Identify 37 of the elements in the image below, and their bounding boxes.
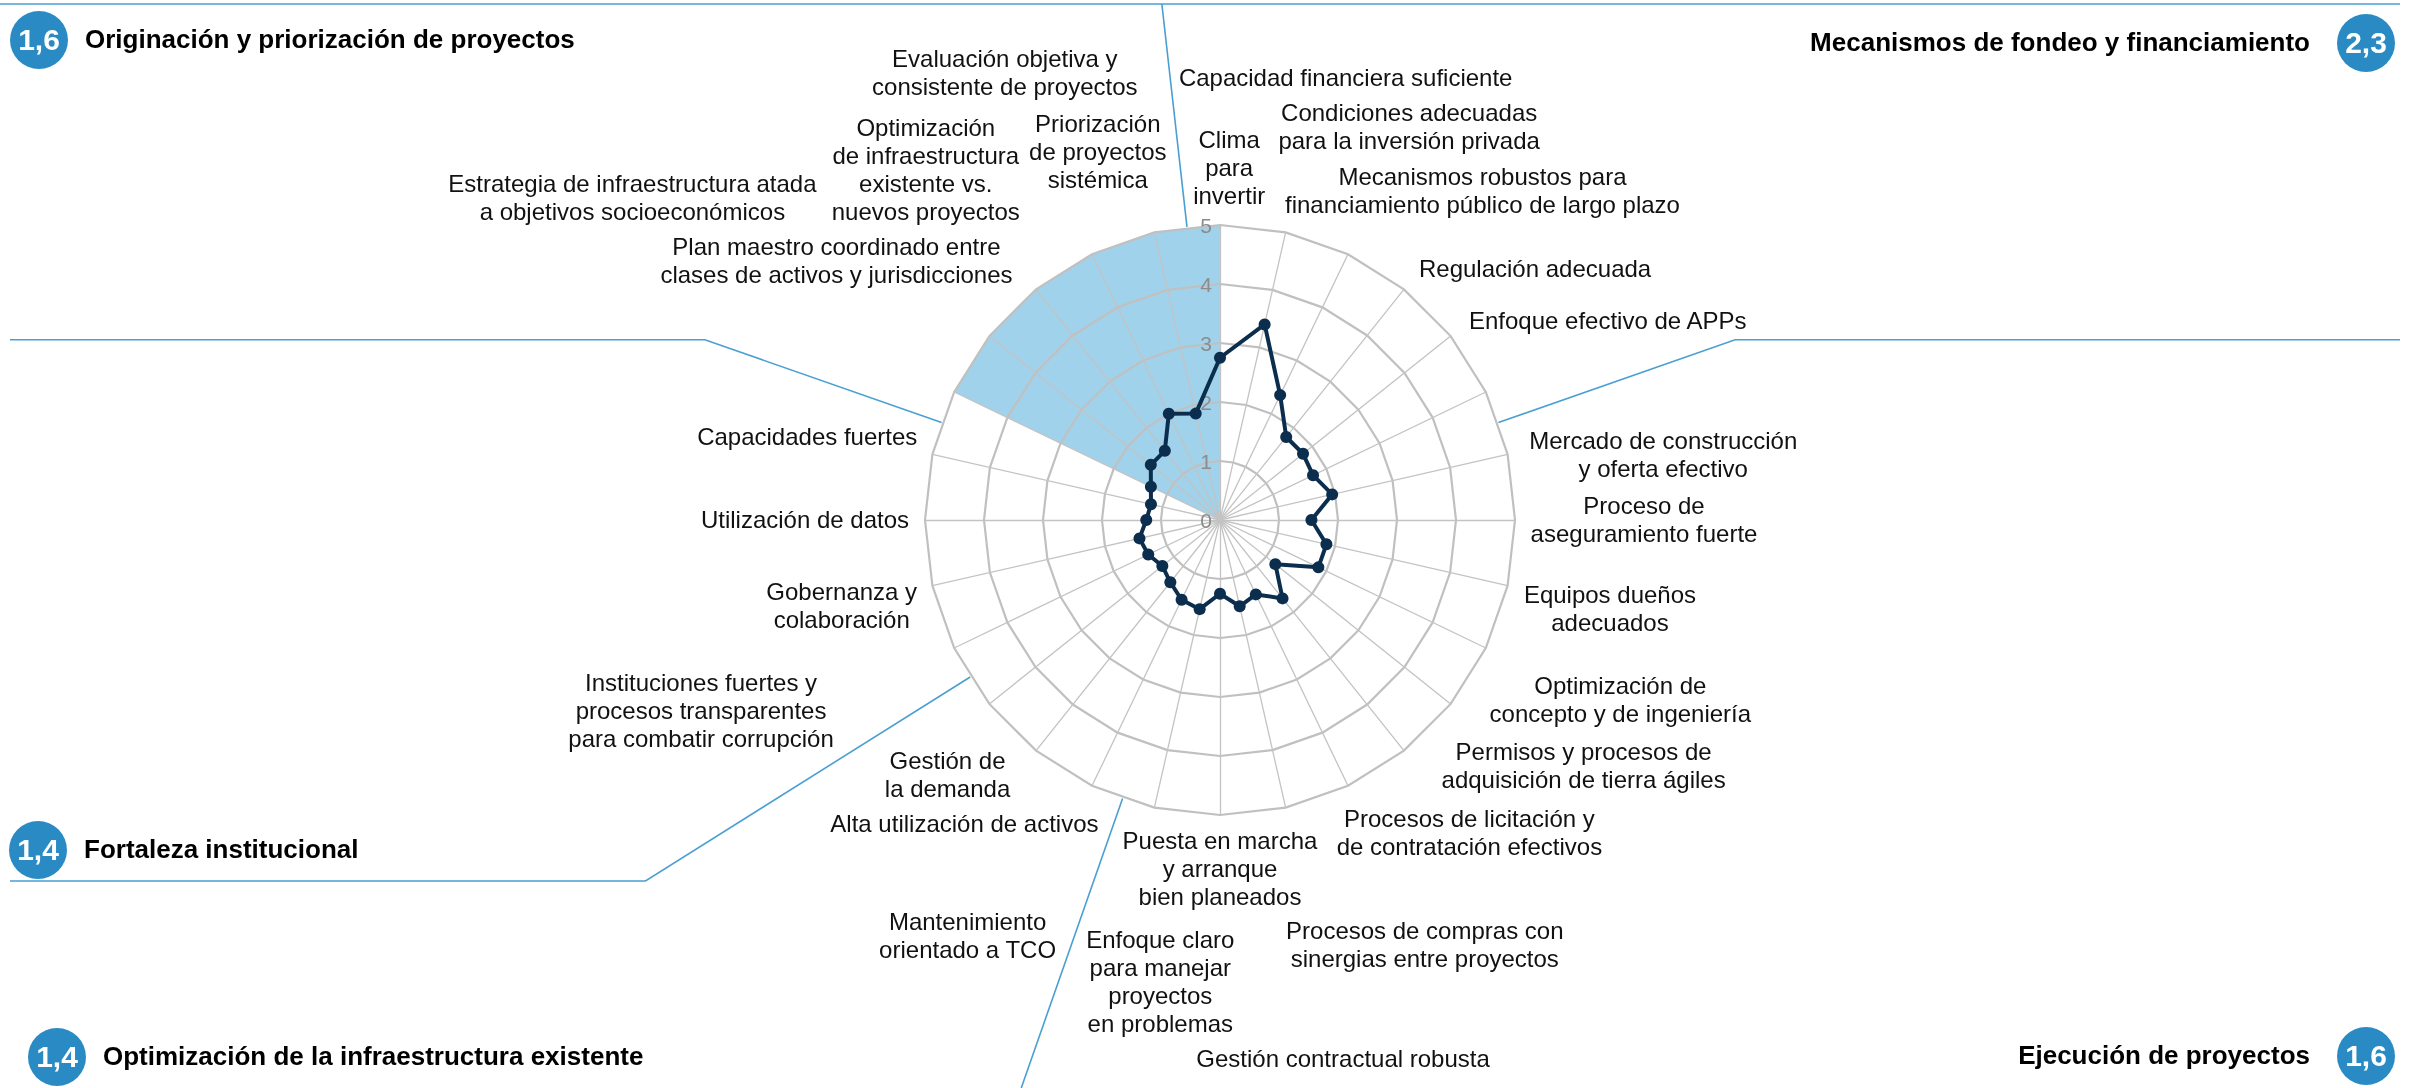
text: Ejecución de proyectos xyxy=(2018,1040,2310,1071)
text: Fortaleza institucional xyxy=(84,834,359,865)
spoke-label: Plan maestro coordinado entre clases de activos y jurisdicciones xyxy=(659,232,1014,289)
text: Mecanismos de fondeo y financiamiento xyxy=(1810,27,2310,58)
spoke-label: Utilización de datos xyxy=(699,506,911,534)
spoke-label: Condiciones adecuadas para la inversión privada xyxy=(1277,99,1541,156)
y-tick-label: 0 xyxy=(1200,508,1212,532)
text: Optimización de la infraestructura existente xyxy=(103,1041,644,1072)
spoke-label: Mercado de construcción y oferta efectivo xyxy=(1528,426,1799,483)
spoke-label: Regulación adecuada xyxy=(1418,254,1653,283)
spoke-label: Optimización de concepto y de ingeniería xyxy=(1488,672,1753,729)
spoke-label: Procesos de compras con sinergias entre proyectos xyxy=(1285,917,1565,974)
y-tick-label: 4 xyxy=(1200,272,1213,296)
spoke-label: Evaluación objetiva y consistente de proyectos xyxy=(871,45,1139,102)
spoke-label: Gobernanza y colaboración xyxy=(765,578,919,635)
spoke-label: Capacidades fuertes xyxy=(696,423,919,452)
text: Originación y priorización de proyectos xyxy=(85,24,575,55)
spoke-label: Optimización de infraestructura existente vs. nuevos proyectos xyxy=(830,114,1021,227)
spoke-label: Gestión contractual robusta xyxy=(1195,1045,1491,1074)
spoke-label: Equipos dueños adecuados xyxy=(1522,581,1698,637)
spoke-label: Mecanismos robustos para financiamiento público de largo plazo xyxy=(1284,162,1681,219)
spoke-label: Puesta en marcha y arranque bien planeados xyxy=(1121,827,1319,911)
spoke-label: Estrategia de infraestructura atada a objetivos socioeconómicos xyxy=(447,170,818,227)
spoke-label: Alta utilización de activos xyxy=(829,809,1100,838)
y-tick-label: 3 xyxy=(1200,331,1212,355)
spoke-label: Priorización de proyectos sistémica xyxy=(1028,109,1168,194)
spoke-label: Enfoque efectivo de APPs xyxy=(1467,306,1748,335)
spoke-label: Instituciones fuertes y procesos transparentes para combatir corrupción xyxy=(567,669,835,754)
y-tick-label: 1 xyxy=(1200,449,1212,473)
spoke-label: Clima para invertir xyxy=(1192,126,1267,211)
spoke-label: Permisos y procesos de adquisición de tierra ágiles xyxy=(1440,737,1727,794)
spoke-label: Gestión de la demanda xyxy=(883,746,1012,803)
spoke-label: Procesos de licitación y de contratación efectivos xyxy=(1335,804,1604,861)
spoke-label: Enfoque claro para manejar proyectos en problemas xyxy=(1085,926,1236,1039)
spoke-label: Mantenimiento orientado a TCO xyxy=(878,908,1058,965)
spoke-label: Proceso de aseguramiento fuerte xyxy=(1529,492,1759,548)
spoke-label: Capacidad financiera suficiente xyxy=(1177,63,1514,92)
